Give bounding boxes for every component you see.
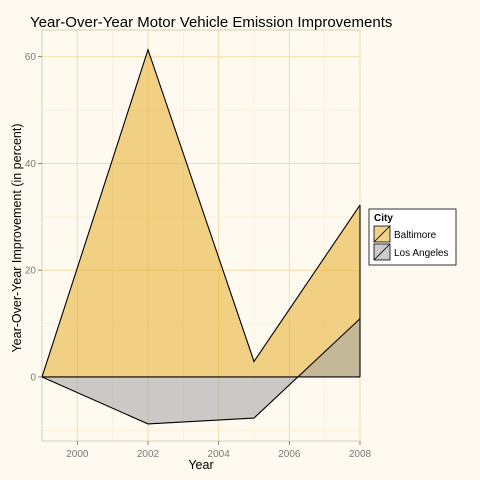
x-tick-label: 2000	[66, 449, 89, 460]
line-los-angeles	[41, 318, 361, 425]
area-los-angeles	[42, 318, 360, 424]
baseline	[42, 205, 361, 378]
chart-title: Year-Over-Year Motor Vehicle Emission Im…	[30, 14, 392, 31]
y-tick-label: 0	[30, 372, 36, 383]
x-tick-label: 2006	[278, 449, 301, 460]
y-axis-label: Year-Over-Year Improvement (in percent)	[10, 123, 24, 352]
x-tick-label: 2004	[208, 449, 231, 460]
y-axis: 0 20 40 60	[25, 52, 42, 383]
x-axis-label: Year	[188, 458, 213, 472]
x-tick-label: 2002	[137, 449, 160, 460]
y-tick-label: 20	[25, 266, 37, 277]
series-areas	[41, 48, 361, 425]
legend: City Baltimore Los Angeles	[368, 208, 457, 266]
legend-swatch-line	[373, 225, 391, 243]
y-tick-label: 60	[25, 52, 37, 63]
x-axis: 2000 2002 2004 2006 2008	[66, 441, 372, 460]
line-baltimore	[41, 48, 361, 378]
legend-label: Los Angeles	[394, 248, 449, 259]
legend-swatch-line	[373, 243, 391, 261]
legend-title: City	[374, 213, 393, 224]
x-tick-label: 2008	[349, 449, 372, 460]
y-tick-label: 40	[25, 159, 37, 170]
legend-label: Baltimore	[394, 230, 437, 241]
